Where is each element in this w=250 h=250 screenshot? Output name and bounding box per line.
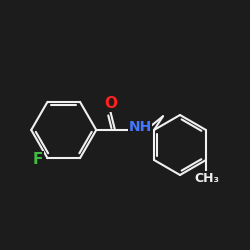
Text: O: O: [104, 96, 117, 111]
Text: F: F: [33, 152, 43, 167]
Text: CH₃: CH₃: [195, 172, 220, 185]
Text: NH: NH: [128, 120, 152, 134]
